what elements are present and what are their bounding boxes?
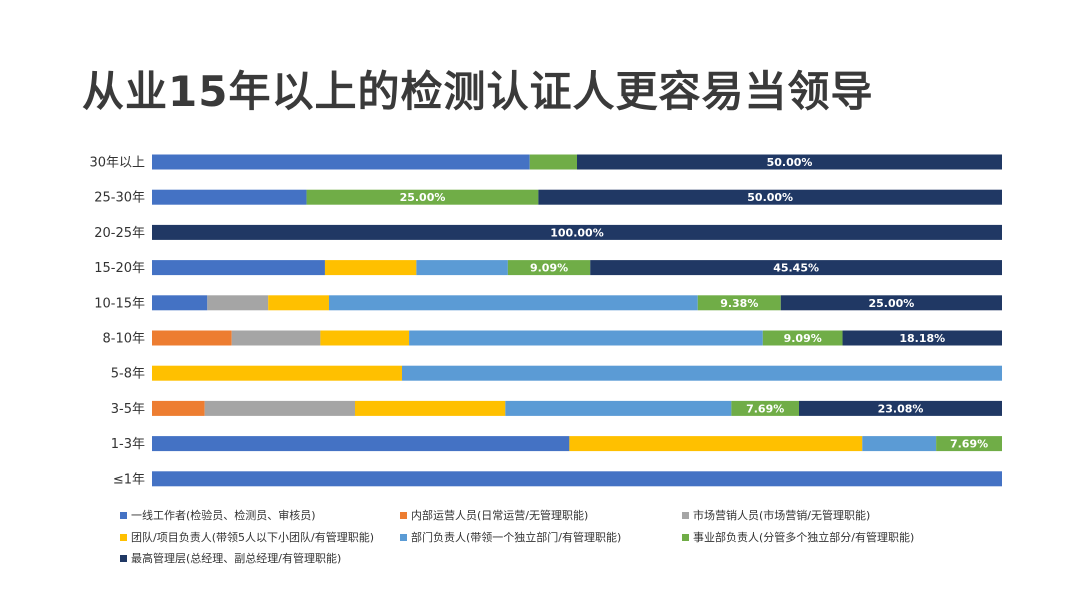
legend-entry: 事业部负责人(分管多个独立部分/有管理职能)	[693, 530, 914, 544]
bar-segment	[152, 471, 1002, 487]
bar-segment	[538, 189, 1002, 205]
bar-segment	[401, 365, 1003, 381]
bar-segment	[152, 189, 307, 205]
bar-segment	[731, 400, 799, 416]
legend-entry: 市场营销人员(市场营销/无管理职能)	[693, 508, 870, 522]
data-label: 50.00%	[767, 156, 813, 169]
legend-entry: 一线工作者(检验员、检测员、审核员)	[131, 508, 316, 522]
bar-segment	[324, 260, 417, 276]
legend-entry: 团队/项目负责人(带领5人以下小团队/有管理职能)	[131, 530, 374, 544]
category-label: ≤1年	[113, 472, 145, 487]
bar-segment	[842, 330, 1002, 346]
chart-title: 从业15年以上的检测认证人更容易当领导	[82, 67, 874, 116]
category-labels: 30年以上 25-30年 20-25年 15-20年 10-15年 8-10年 5-8年 3-…	[89, 156, 145, 488]
data-label: 100.00%	[550, 226, 603, 239]
category-label: 15-20年	[94, 261, 145, 276]
legend-entry: 内部运营人员(日常运营/无管理职能)	[411, 508, 588, 522]
data-label: 18.18%	[899, 332, 945, 345]
data-label: 9.09%	[784, 332, 822, 345]
bar-segment	[207, 295, 269, 311]
bar-segment	[936, 436, 1002, 452]
bar-segment	[507, 260, 591, 276]
legend: 一线工作者(检验员、检测员、审核员) 内部运营人员(日常运营/无管理职能) 市场营销…	[120, 508, 914, 565]
bar-segment	[799, 400, 1002, 416]
category-label: 25-30年	[94, 191, 145, 206]
legend-swatch	[120, 512, 127, 519]
bar-segment	[152, 224, 1002, 240]
bar-segment	[231, 330, 321, 346]
legend-swatch	[120, 534, 127, 541]
bar-segment	[780, 295, 1002, 311]
bar-segment	[505, 400, 732, 416]
legend-entry: 最高管理层(总经理、副总经理/有管理职能)	[131, 551, 341, 565]
category-label: 10-15年	[94, 296, 145, 311]
data-label: 9.38%	[720, 297, 758, 310]
legend-entry: 部门负责人(带领一个独立部门/有管理职能)	[411, 530, 621, 544]
bar-segment	[569, 436, 863, 452]
data-label: 45.45%	[773, 262, 819, 275]
legend-swatch	[682, 534, 689, 541]
legend-swatch	[400, 534, 407, 541]
bar-segment	[152, 260, 325, 276]
data-label: 7.69%	[746, 402, 784, 415]
bar-group	[152, 154, 1003, 487]
bar-segment	[862, 436, 937, 452]
category-label: 20-25年	[94, 226, 145, 241]
data-label: 25.00%	[868, 297, 914, 310]
data-label: 9.09%	[530, 262, 568, 275]
bar-segment	[204, 400, 356, 416]
data-labels: 50.00% 25.00% 50.00% 100.00% 9.09% 45.45% 9.38…	[400, 156, 989, 451]
bar-segment	[152, 365, 402, 381]
legend-swatch	[120, 555, 127, 562]
data-label: 23.08%	[878, 402, 924, 415]
category-label: 1-3年	[111, 437, 145, 452]
bar-segment	[152, 436, 570, 452]
legend-swatch	[400, 512, 407, 519]
data-label: 50.00%	[747, 191, 793, 204]
bar-segment	[152, 330, 232, 346]
bar-segment	[409, 330, 763, 346]
bar-segment	[416, 260, 508, 276]
bar-segment	[268, 295, 329, 311]
bar-segment	[152, 400, 205, 416]
bar-segment	[697, 295, 781, 311]
data-label: 7.69%	[950, 438, 988, 451]
bar-segment	[577, 154, 1002, 170]
bar-segment	[306, 189, 539, 205]
category-label: 30年以上	[89, 156, 145, 171]
category-label: 3-5年	[111, 402, 145, 417]
data-label: 25.00%	[400, 191, 446, 204]
bar-segment	[355, 400, 506, 416]
bar-segment	[320, 330, 410, 346]
bar-segment	[328, 295, 698, 311]
bar-segment	[529, 154, 577, 170]
bar-segment	[152, 154, 530, 170]
bar-segment	[152, 295, 208, 311]
bar-segment	[590, 260, 1002, 276]
category-label: 5-8年	[111, 367, 145, 382]
category-label: 8-10年	[102, 332, 145, 347]
bar-segment	[762, 330, 843, 346]
legend-swatch	[682, 512, 689, 519]
